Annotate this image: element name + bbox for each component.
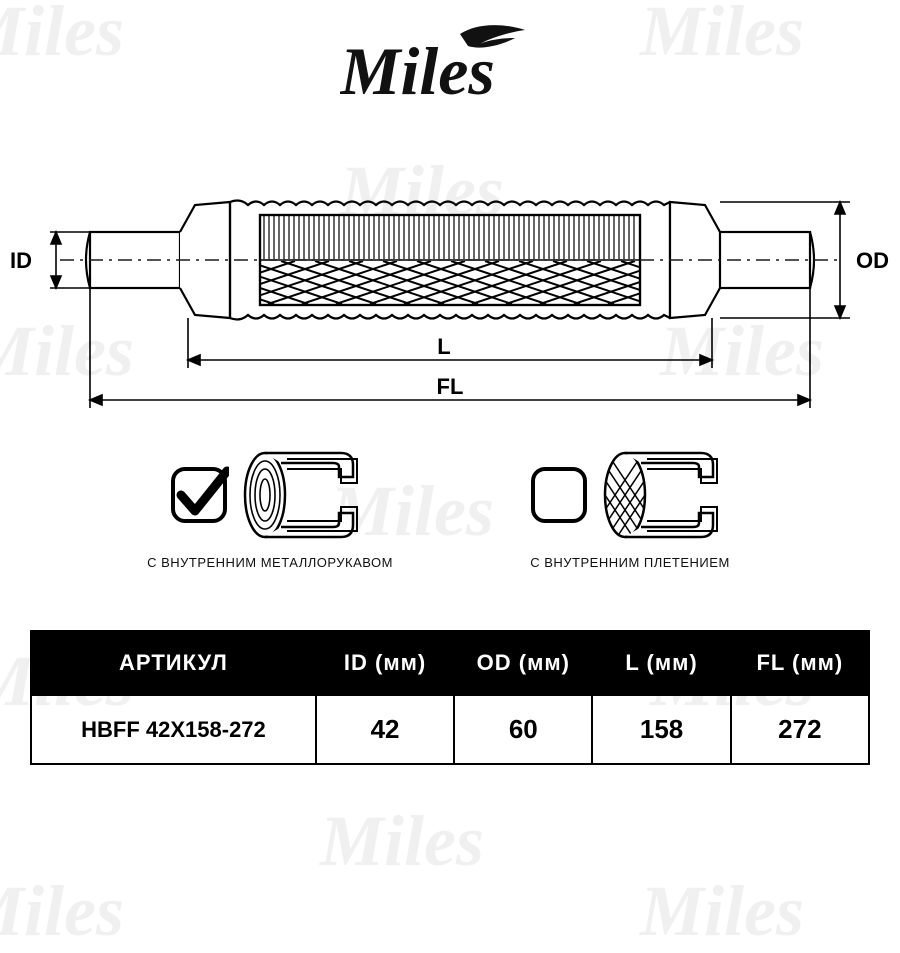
watermark: Miles [640, 0, 804, 73]
watermark: Miles [0, 0, 124, 73]
dim-fl-label: FL [437, 374, 464, 399]
brand-logo: Miles [340, 16, 560, 106]
watermark: Miles [0, 870, 124, 953]
spec-cell: 60 [454, 695, 592, 764]
checkbox-checked-icon [169, 465, 229, 525]
spec-col-header: ID (мм) [316, 631, 454, 695]
construction-options: С ВНУТРЕННИМ МЕТАЛЛОРУКАВОМ [0, 445, 900, 615]
interlock-tube-icon [241, 445, 371, 545]
spec-cell: 272 [731, 695, 869, 764]
spec-col-header: FL (мм) [731, 631, 869, 695]
braid-tube-icon [601, 445, 731, 545]
checkbox-empty-icon [529, 465, 589, 525]
table-row: HBFF 42X158-2724260158272 [31, 695, 869, 764]
dim-od-label: OD [856, 248, 889, 273]
watermark: Miles [320, 800, 484, 883]
dim-l-label: L [437, 334, 450, 359]
spec-table: АРТИКУЛID (мм)OD (мм)L (мм)FL (мм)HBFF 4… [30, 630, 870, 765]
spec-col-header: OD (мм) [454, 631, 592, 695]
spec-col-header: АРТИКУЛ [31, 631, 316, 695]
spec-cell: HBFF 42X158-272 [31, 695, 316, 764]
flex-pipe-diagram: OD ID L FL [0, 110, 900, 430]
watermark: Miles [640, 870, 804, 953]
spec-cell: 158 [592, 695, 730, 764]
option-inner-braid: С ВНУТРЕННИМ ПЛЕТЕНИЕМ [500, 445, 760, 615]
brand-name: Miles [340, 33, 495, 106]
spec-col-header: L (мм) [592, 631, 730, 695]
spec-cell: 42 [316, 695, 454, 764]
dim-id-label: ID [10, 248, 32, 273]
option-inner-braid-label: С ВНУТРЕННИМ ПЛЕТЕНИЕМ [530, 555, 730, 570]
option-inner-interlock-label: С ВНУТРЕННИМ МЕТАЛЛОРУКАВОМ [147, 555, 393, 570]
option-inner-interlock: С ВНУТРЕННИМ МЕТАЛЛОРУКАВОМ [140, 445, 400, 615]
